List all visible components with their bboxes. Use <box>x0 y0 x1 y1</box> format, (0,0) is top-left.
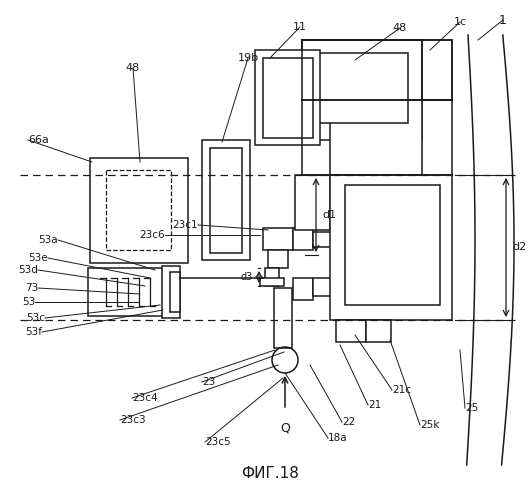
Bar <box>313 278 331 296</box>
Text: 11: 11 <box>293 22 307 32</box>
Bar <box>336 320 366 342</box>
Bar <box>106 170 171 250</box>
Text: 21c: 21c <box>392 385 411 395</box>
Bar <box>293 228 313 250</box>
Text: 53f: 53f <box>25 327 42 337</box>
Bar <box>255 50 320 145</box>
Bar <box>331 225 366 255</box>
Text: 23c1: 23c1 <box>172 220 198 230</box>
Text: 73: 73 <box>25 283 38 293</box>
Bar <box>330 100 422 175</box>
Bar <box>268 250 288 268</box>
Text: 25k: 25k <box>420 420 439 430</box>
Text: 21: 21 <box>368 400 381 410</box>
Bar <box>263 58 313 138</box>
Bar <box>263 228 293 250</box>
Text: d3: d3 <box>241 272 253 282</box>
Bar <box>162 266 180 318</box>
Bar <box>330 175 452 320</box>
Text: 66a: 66a <box>28 135 49 145</box>
Text: 22: 22 <box>342 417 355 427</box>
Bar <box>366 320 391 342</box>
Text: 23c6: 23c6 <box>139 230 165 240</box>
Bar <box>345 185 440 305</box>
Bar <box>302 40 422 140</box>
Text: 25: 25 <box>465 403 478 413</box>
Text: d1: d1 <box>322 210 336 220</box>
Bar <box>170 272 180 312</box>
Text: 53: 53 <box>22 297 35 307</box>
Bar <box>90 158 188 263</box>
Bar <box>302 40 452 100</box>
Bar <box>260 278 284 286</box>
Text: 53e: 53e <box>28 253 48 263</box>
Text: 48: 48 <box>126 63 140 73</box>
Bar <box>88 268 166 316</box>
Bar <box>274 288 292 348</box>
Text: d2: d2 <box>512 242 526 252</box>
Text: 23: 23 <box>202 377 215 387</box>
Bar <box>331 275 366 303</box>
Text: 1c: 1c <box>453 17 467 27</box>
Bar <box>265 268 279 286</box>
Bar <box>313 232 331 247</box>
Bar <box>318 53 408 123</box>
Bar <box>202 140 250 260</box>
Text: 23c3: 23c3 <box>120 415 146 425</box>
Text: 23c4: 23c4 <box>132 393 157 403</box>
Text: 18a: 18a <box>328 433 347 443</box>
Text: 1: 1 <box>499 14 507 26</box>
Text: 19b: 19b <box>237 53 259 63</box>
Bar <box>293 278 313 300</box>
Text: 48: 48 <box>393 23 407 33</box>
Text: 53d: 53d <box>18 265 38 275</box>
Text: 23c5: 23c5 <box>205 437 231 447</box>
Text: 53a: 53a <box>38 235 58 245</box>
Bar <box>295 175 330 230</box>
Bar <box>210 148 242 253</box>
Text: Q: Q <box>280 422 290 434</box>
Text: ФИГ.18: ФИГ.18 <box>241 466 299 480</box>
Text: 53c: 53c <box>26 313 45 323</box>
